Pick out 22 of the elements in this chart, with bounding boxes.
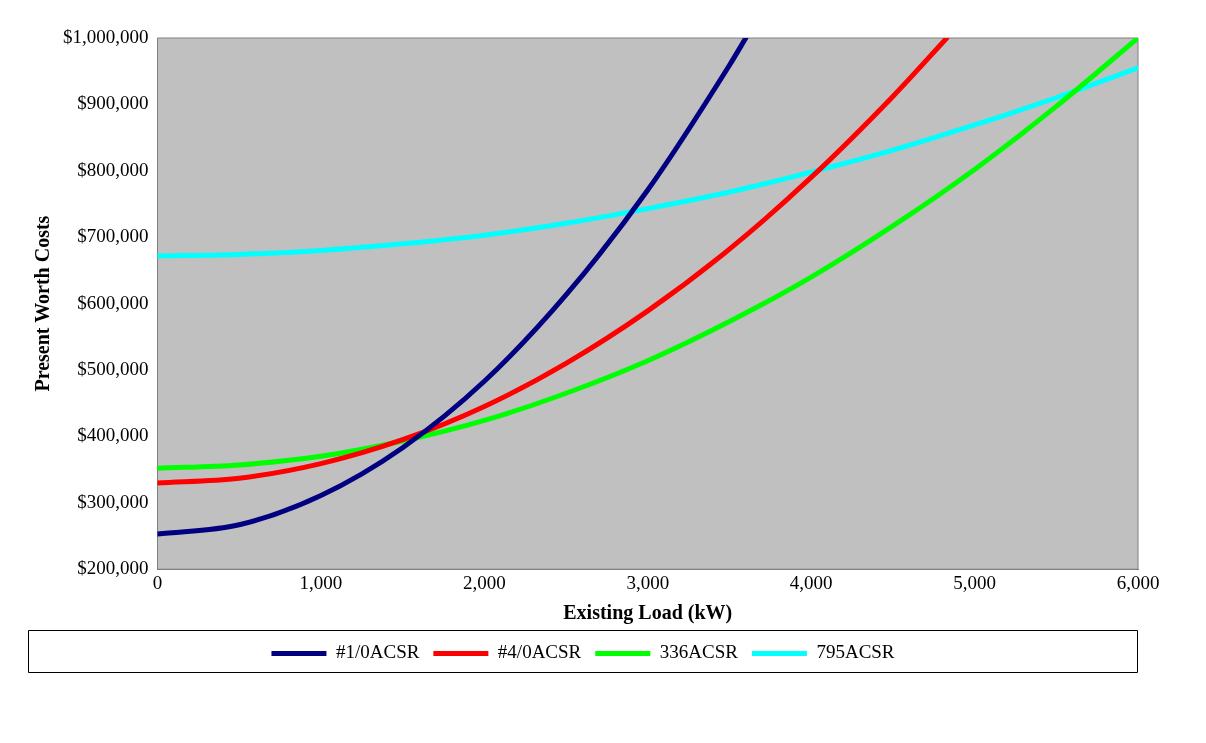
x-axis-title: Existing Load (kW) <box>563 601 733 625</box>
legend-label: #1/0ACSR <box>335 641 420 663</box>
x-tick-label: 3,000 <box>626 571 670 593</box>
x-tick-label: 0 <box>152 571 163 593</box>
legend-label: 795ACSR <box>816 641 895 663</box>
y-axis-title: Present Worth Costs <box>31 215 54 392</box>
y-tick-label: $1,000,000 <box>63 25 149 47</box>
x-tick-label: 5,000 <box>953 571 996 593</box>
y-tick-label: $900,000 <box>77 92 149 114</box>
x-tick-label: 1,000 <box>299 571 343 593</box>
x-tick-label: 2,000 <box>462 571 506 593</box>
y-tick-label: $500,000 <box>77 357 149 379</box>
y-tick-label: $400,000 <box>77 424 149 446</box>
y-tick-label: $300,000 <box>77 490 149 512</box>
y-tick-label: $200,000 <box>77 557 149 579</box>
legend-label: #4/0ACSR <box>497 641 582 663</box>
y-tick-label: $800,000 <box>77 158 149 180</box>
legend-label: 336ACSR <box>659 641 739 663</box>
x-tick-label: 4,000 <box>789 571 833 593</box>
x-tick-label: 6,000 <box>1116 571 1160 593</box>
y-tick-label: $600,000 <box>77 291 149 313</box>
y-tick-label: $700,000 <box>77 225 149 247</box>
